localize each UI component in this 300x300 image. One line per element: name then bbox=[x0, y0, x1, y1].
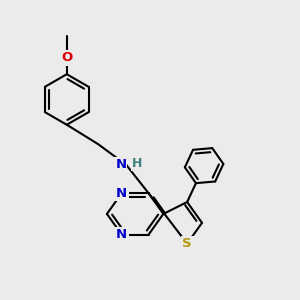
Text: O: O bbox=[61, 51, 72, 64]
Text: H: H bbox=[131, 157, 142, 170]
Text: N: N bbox=[115, 158, 126, 171]
Text: N: N bbox=[116, 228, 127, 241]
Text: N: N bbox=[116, 187, 127, 200]
Text: S: S bbox=[182, 237, 192, 250]
